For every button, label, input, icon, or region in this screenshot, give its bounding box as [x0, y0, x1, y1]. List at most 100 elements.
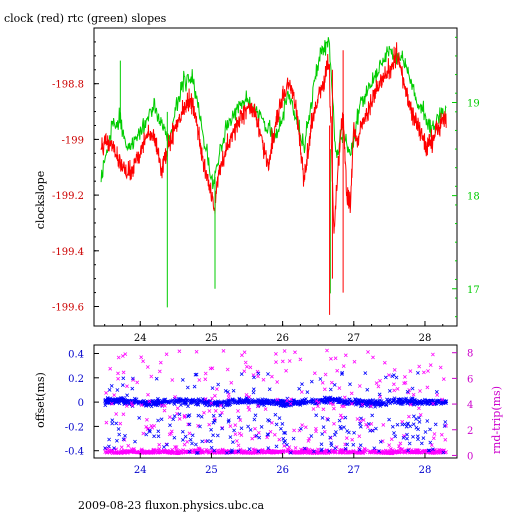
roundtrip-marker — [120, 354, 125, 358]
offset-marker — [205, 439, 210, 443]
roundtrip-marker — [146, 450, 151, 454]
roundtrip-marker — [104, 391, 108, 395]
roundtrip-marker — [399, 450, 404, 455]
roundtrip-marker — [164, 450, 168, 454]
top-right-tick-label: 18 — [467, 192, 480, 203]
roundtrip-marker — [343, 447, 348, 452]
roundtrip-marker — [245, 364, 249, 369]
offset-marker — [319, 447, 324, 452]
offset-marker — [117, 432, 122, 437]
offset-marker — [134, 400, 138, 405]
bottom-right-tick-label: 6 — [467, 374, 473, 385]
offset-marker — [236, 415, 241, 420]
roundtrip-marker — [267, 450, 272, 455]
roundtrip-marker — [417, 406, 421, 411]
offset-marker — [318, 377, 323, 381]
roundtrip-marker — [422, 449, 426, 454]
roundtrip-marker — [387, 373, 391, 377]
offset-marker — [416, 427, 420, 432]
roundtrip-marker — [435, 393, 440, 397]
offset-marker — [120, 383, 125, 387]
offset-marker — [143, 400, 148, 404]
offset-marker — [312, 449, 316, 454]
roundtrip-marker — [307, 436, 312, 441]
offset-marker — [196, 450, 200, 455]
roundtrip-marker — [182, 442, 187, 447]
roundtrip-marker — [145, 365, 150, 369]
offset-marker — [183, 401, 187, 405]
roundtrip-marker — [357, 384, 362, 388]
offset-marker — [288, 450, 293, 455]
offset-marker — [282, 440, 286, 445]
bottom-x-axis: 24 25 26 27 28 — [134, 453, 431, 476]
chart-title: clock (red) rtc (green) slopes — [4, 12, 167, 25]
roundtrip-marker — [170, 378, 175, 382]
offset-marker — [107, 444, 111, 449]
roundtrip-marker — [403, 375, 407, 379]
offset-marker — [377, 449, 381, 453]
roundtrip-marker — [387, 443, 392, 447]
offset-marker — [396, 400, 401, 405]
offset-marker — [190, 433, 195, 438]
bottom-plot-frame — [93, 344, 458, 459]
roundtrip-marker — [332, 421, 336, 426]
roundtrip-marker — [157, 442, 162, 447]
offset-marker — [128, 399, 133, 403]
offset-marker — [300, 382, 304, 386]
offset-marker — [216, 382, 221, 387]
roundtrip-marker — [351, 450, 356, 455]
offset-marker — [109, 384, 114, 388]
offset-marker — [415, 400, 420, 404]
roundtrip-marker — [209, 401, 214, 406]
offset-marker — [279, 426, 283, 431]
offset-marker — [211, 433, 215, 438]
offset-marker — [123, 433, 127, 438]
offset-marker — [180, 378, 185, 382]
offset-marker — [220, 426, 224, 431]
roundtrip-marker — [357, 451, 361, 455]
roundtrip-marker — [316, 404, 320, 409]
offset-marker — [144, 403, 148, 408]
roundtrip-marker — [149, 374, 154, 379]
offset-marker — [239, 372, 244, 376]
offset-marker — [297, 402, 301, 406]
offset-marker — [209, 439, 213, 444]
offset-marker — [104, 398, 108, 403]
roundtrip-marker — [285, 398, 289, 403]
top-left-tick-label: -199 — [62, 135, 84, 146]
offset-marker — [148, 429, 152, 434]
offset-marker — [188, 437, 193, 442]
offset-marker — [431, 447, 435, 452]
roundtrip-marker — [213, 393, 217, 398]
roundtrip-marker — [342, 404, 346, 409]
roundtrip-marker — [392, 388, 397, 393]
roundtrip-marker — [167, 432, 172, 437]
roundtrip-marker — [213, 409, 218, 413]
offset-marker — [353, 397, 357, 401]
roundtrip-marker — [365, 425, 370, 429]
roundtrip-marker — [229, 380, 234, 385]
offset-marker — [338, 424, 343, 429]
offset-marker — [226, 418, 231, 423]
offset-marker — [107, 388, 112, 392]
offset-marker — [441, 450, 446, 455]
offset-marker — [412, 414, 416, 419]
offset-marker — [378, 402, 383, 407]
offset-marker — [199, 414, 204, 419]
roundtrip-marker — [323, 449, 327, 454]
roundtrip-marker — [256, 404, 261, 408]
offset-marker — [116, 427, 121, 431]
roundtrip-marker — [329, 380, 334, 385]
roundtrip-marker — [392, 368, 397, 372]
offset-marker — [378, 398, 382, 403]
roundtrip-marker — [118, 421, 123, 426]
offset-marker — [144, 432, 149, 437]
offset-marker — [417, 420, 422, 424]
bottom-x-tick-label: 25 — [205, 465, 218, 476]
offset-marker — [168, 423, 172, 428]
roundtrip-marker — [418, 450, 423, 455]
roundtrip-marker — [207, 409, 212, 413]
offset-marker — [342, 425, 346, 430]
offset-marker — [211, 413, 216, 418]
offset-marker — [329, 443, 334, 448]
